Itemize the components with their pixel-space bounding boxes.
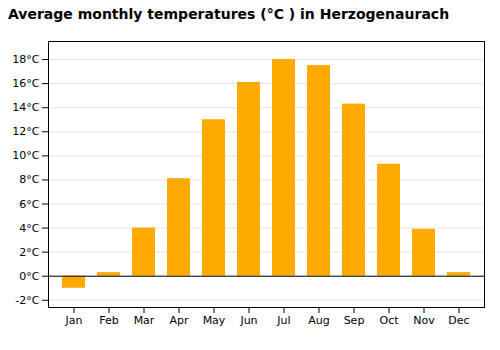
svg-text:Jul: Jul xyxy=(276,314,290,327)
svg-text:-2°C: -2°C xyxy=(15,294,39,307)
svg-text:May: May xyxy=(203,314,226,327)
svg-text:Nov: Nov xyxy=(413,314,435,327)
svg-text:Aug: Aug xyxy=(308,314,329,327)
svg-text:4°C: 4°C xyxy=(19,221,39,234)
svg-text:2°C: 2°C xyxy=(19,245,39,258)
svg-text:6°C: 6°C xyxy=(19,197,39,210)
svg-text:16°C: 16°C xyxy=(12,77,39,90)
svg-text:Jun: Jun xyxy=(239,314,257,327)
svg-text:14°C: 14°C xyxy=(12,101,39,114)
svg-text:12°C: 12°C xyxy=(12,125,39,138)
svg-text:Oct: Oct xyxy=(379,314,399,327)
svg-text:10°C: 10°C xyxy=(12,149,39,162)
html-text:Average monthly temperatures (: Average monthly temperatures (°C ) in He… xyxy=(8,6,450,22)
svg-text:8°C: 8°C xyxy=(19,173,39,186)
svg-text:Jan: Jan xyxy=(65,314,83,327)
svg-text:Feb: Feb xyxy=(99,314,118,327)
svg-text:0°C: 0°C xyxy=(19,270,39,283)
svg-text:Dec: Dec xyxy=(448,314,469,327)
svg-text:Mar: Mar xyxy=(134,314,155,327)
svg-text:Apr: Apr xyxy=(169,314,189,327)
svg-text:18°C: 18°C xyxy=(12,53,39,66)
svg-text:Sep: Sep xyxy=(344,314,365,327)
